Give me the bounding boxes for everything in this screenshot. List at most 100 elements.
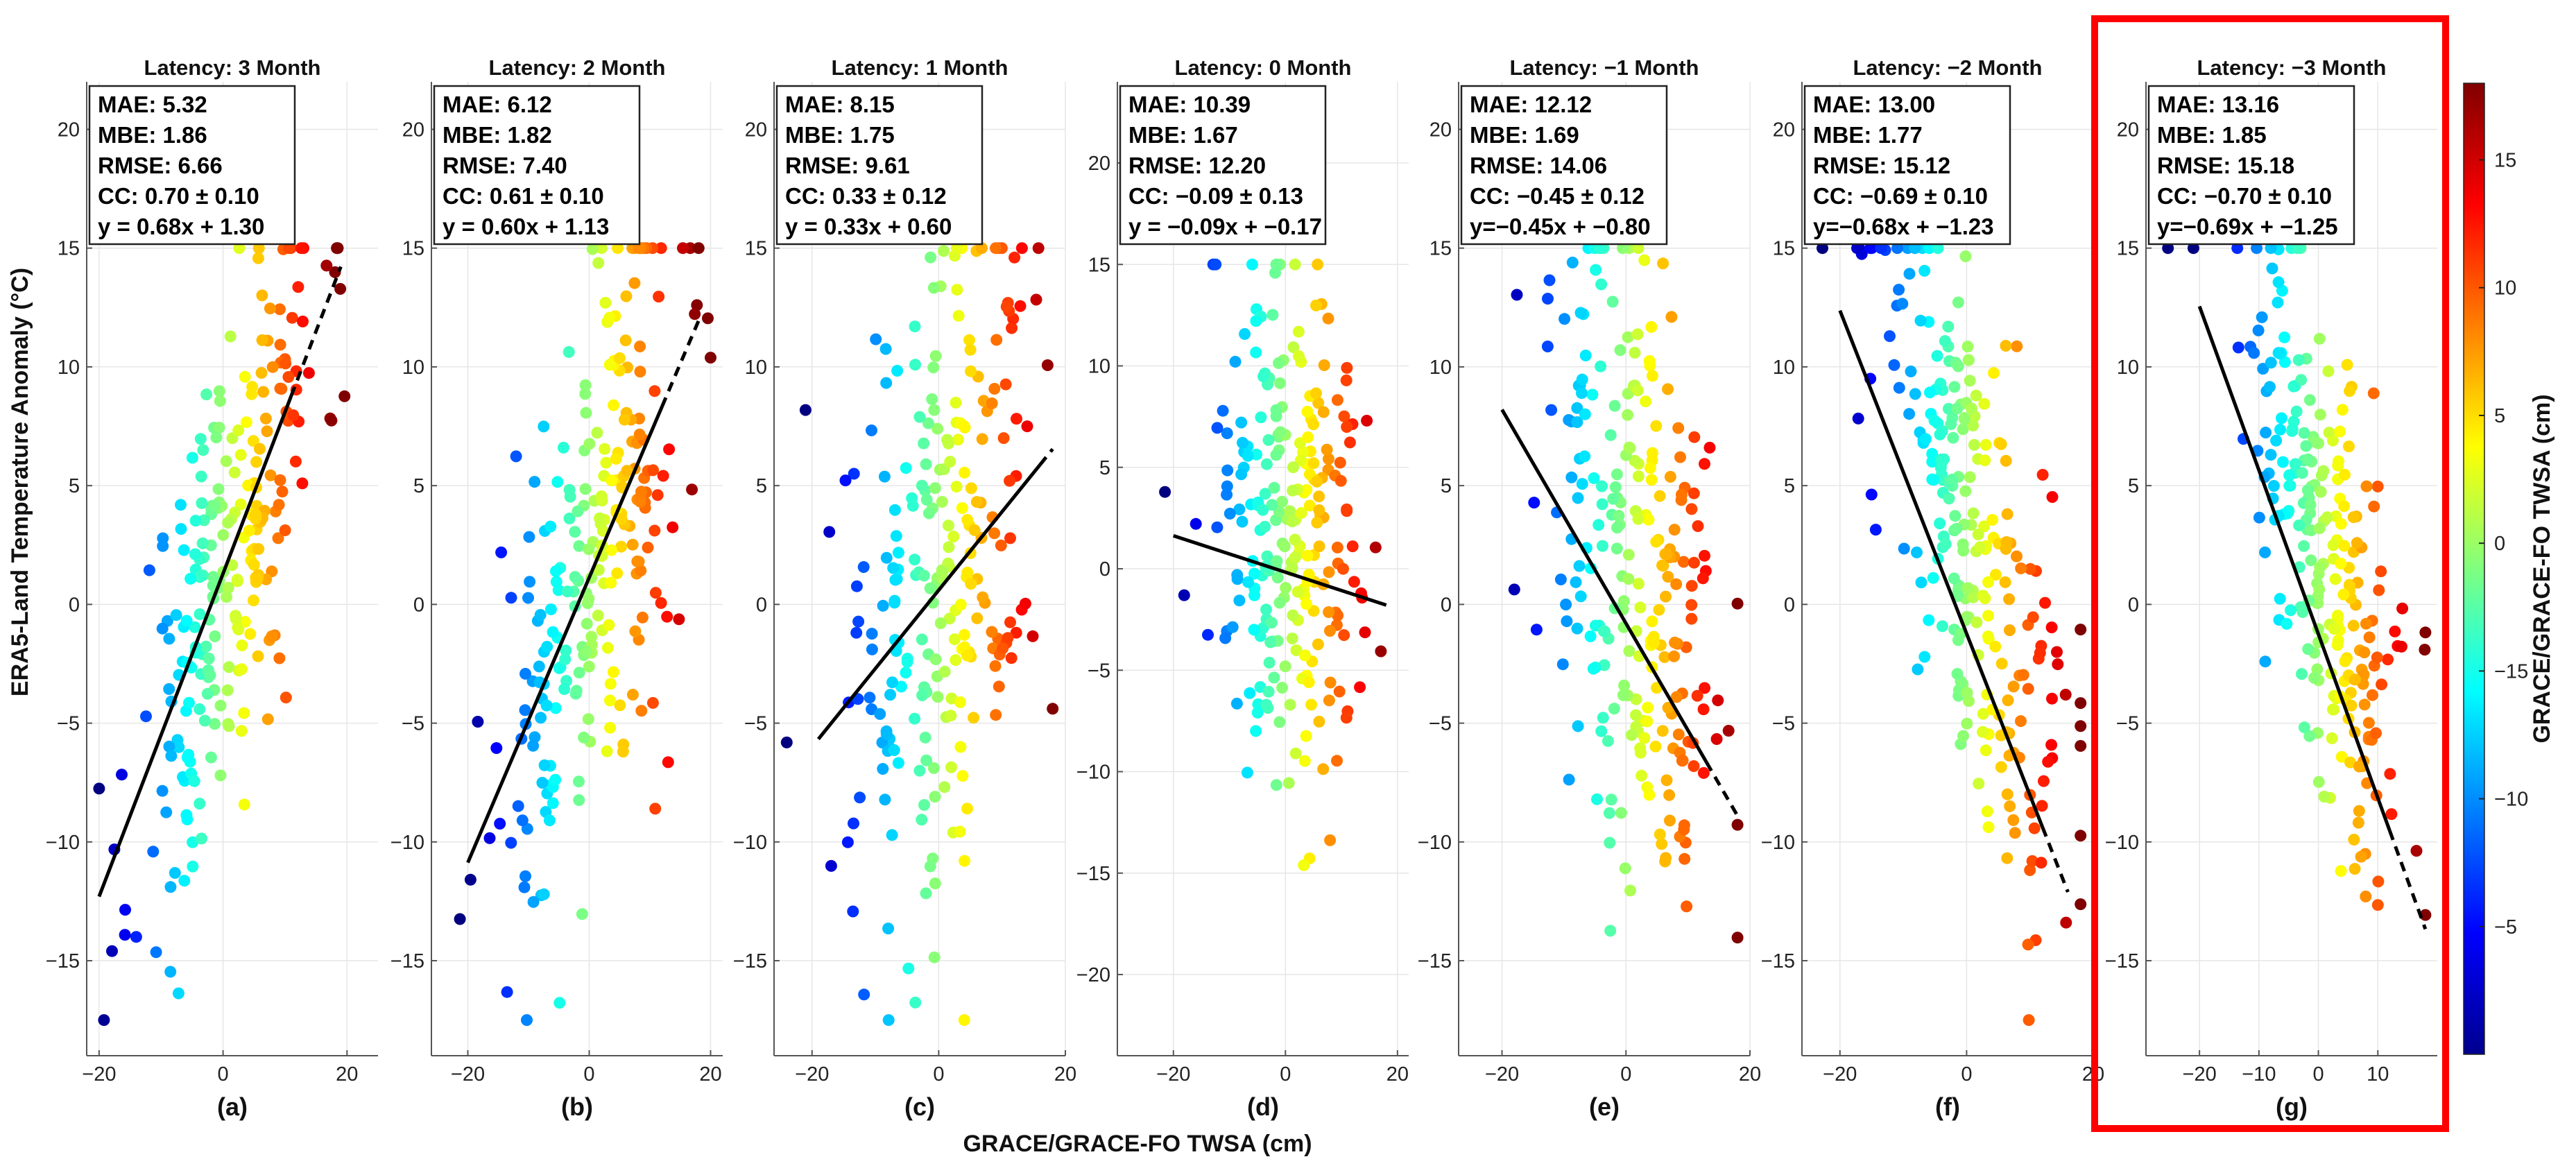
stats-line: RMSE: 12.20 xyxy=(1128,153,1266,178)
y-tick-label: 15 xyxy=(58,238,80,260)
scatter-point xyxy=(1019,597,1031,610)
scatter-point xyxy=(948,633,961,646)
scatter-point xyxy=(579,379,592,391)
scatter-point xyxy=(1865,488,1878,501)
scatter-point xyxy=(2015,562,2027,574)
scatter-point xyxy=(2303,394,2316,406)
scatter-point xyxy=(877,599,889,612)
scatter-point xyxy=(1611,522,1623,534)
scatter-point xyxy=(563,513,576,524)
scatter-point xyxy=(1926,473,1939,486)
scatter-point xyxy=(523,531,535,543)
scatter-point xyxy=(2327,703,2339,716)
scatter-point xyxy=(667,521,679,533)
scatter-point xyxy=(1662,571,1674,583)
scatter-point xyxy=(189,548,201,560)
scatter-point xyxy=(886,676,898,689)
scatter-point xyxy=(1289,258,1301,271)
scatter-point xyxy=(1967,420,1980,431)
scatter-point xyxy=(1632,513,1645,525)
scatter-point xyxy=(920,458,932,470)
scatter-point xyxy=(172,987,184,1000)
scatter-point xyxy=(976,242,988,255)
scatter-point xyxy=(1303,676,1315,689)
scatter-point xyxy=(1579,450,1591,463)
scatter-point xyxy=(550,576,563,588)
scatter-point xyxy=(2296,668,2308,680)
scatter-point xyxy=(186,452,198,464)
scatter-point xyxy=(1951,402,1964,415)
scatter-point xyxy=(1617,242,1629,255)
scatter-point xyxy=(1981,805,1993,818)
scatter-point xyxy=(1641,781,1654,794)
scatter-point xyxy=(266,361,279,373)
scatter-point xyxy=(927,282,940,294)
y-tick-label: 5 xyxy=(1099,457,1110,479)
scatter-point xyxy=(959,466,971,479)
scatter-point xyxy=(950,654,962,667)
scatter-point xyxy=(2260,427,2272,439)
scatter-point xyxy=(93,782,105,795)
scatter-point xyxy=(1250,346,1262,359)
scatter-point xyxy=(848,468,860,480)
scatter-point xyxy=(106,945,118,957)
scatter-point xyxy=(2248,347,2260,359)
scatter-point xyxy=(1331,755,1343,767)
scatter-point xyxy=(1574,590,1587,603)
scatter-point xyxy=(1936,620,1948,633)
y-tick-label: −5 xyxy=(1429,713,1452,735)
scatter-point xyxy=(1332,609,1344,621)
scatter-point xyxy=(1223,508,1236,520)
scatter-point xyxy=(1284,698,1296,711)
scatter-point xyxy=(163,633,175,645)
scatter-point xyxy=(210,431,223,444)
scatter-point xyxy=(195,470,207,483)
scatter-point xyxy=(1632,470,1645,483)
scatter-point xyxy=(620,290,633,302)
scatter-point xyxy=(891,365,904,377)
scatter-point xyxy=(1964,375,1976,387)
scatter-point xyxy=(1262,685,1275,698)
scatter-point xyxy=(252,242,265,255)
scatter-point xyxy=(950,397,962,409)
scatter-point xyxy=(1322,312,1334,325)
scatter-point xyxy=(880,725,893,737)
scatter-point xyxy=(1359,626,1371,639)
scatter-point xyxy=(2305,554,2317,567)
scatter-point xyxy=(534,609,547,621)
scatter-point xyxy=(2296,606,2309,618)
scatter-point xyxy=(2358,698,2371,711)
scatter-point xyxy=(1596,498,1608,511)
scatter-point xyxy=(1699,458,1710,470)
scatter-point xyxy=(1939,335,1951,348)
scatter-point xyxy=(2015,715,2027,728)
scatter-point xyxy=(1915,576,1927,589)
scatter-point xyxy=(527,895,540,908)
scatter-point xyxy=(999,378,1012,391)
scatter-point xyxy=(1338,410,1350,422)
scatter-point xyxy=(325,414,338,427)
scatter-point xyxy=(1970,389,1982,402)
scatter-point xyxy=(273,499,285,511)
scatter-point xyxy=(604,678,617,690)
scatter-point xyxy=(1875,242,1887,255)
scatter-point xyxy=(2003,593,2016,606)
fit-line xyxy=(97,395,293,898)
scatter-point xyxy=(961,649,973,662)
scatter-point xyxy=(1928,414,1941,427)
scatter-point xyxy=(1635,769,1648,782)
scatter-point xyxy=(261,713,274,726)
scatter-point xyxy=(2362,717,2375,729)
x-tick-label: 0 xyxy=(583,1063,594,1086)
scatter-point xyxy=(971,612,984,624)
scatter-point xyxy=(2075,898,2087,911)
scatter-point xyxy=(119,904,131,916)
scatter-point xyxy=(2298,540,2310,552)
scatter-point xyxy=(2410,845,2423,857)
y-tick-label: 10 xyxy=(1429,357,1452,379)
scatter-point xyxy=(1242,449,1254,462)
scatter-point xyxy=(1289,533,1301,546)
scatter-point xyxy=(889,574,902,586)
scatter-point xyxy=(929,482,941,495)
y-tick-label: −10 xyxy=(2105,832,2139,854)
